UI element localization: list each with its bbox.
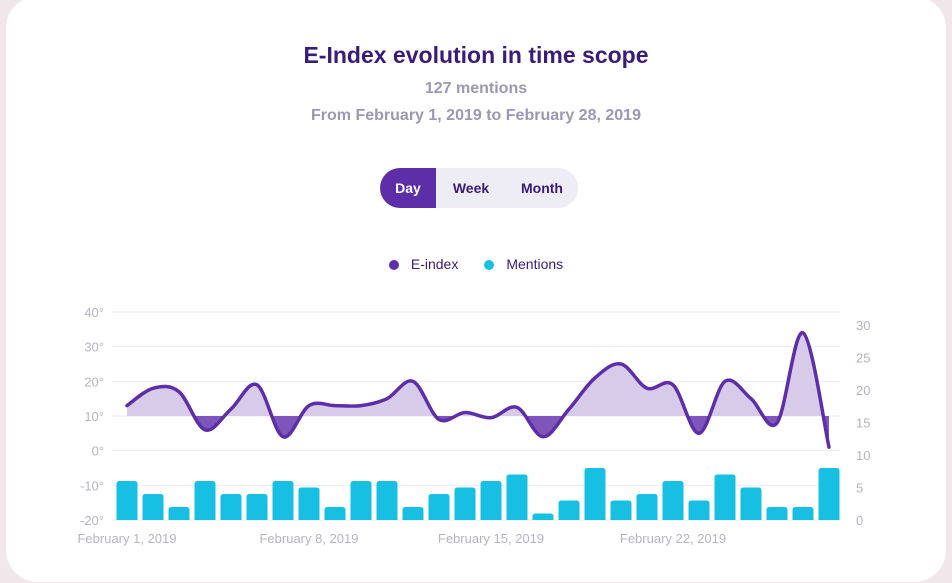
mentions-bar[interactable] [168,507,190,520]
eindex-area-above [127,332,829,416]
eindex-point[interactable] [511,401,523,413]
toggle-month[interactable]: Month [521,180,563,196]
right-axis-tick: 5 [856,481,863,496]
legend-eindex[interactable]: E-index [388,256,458,272]
eindex-point[interactable] [641,382,653,394]
eindex-point[interactable] [147,382,159,394]
eindex-line[interactable] [125,331,831,449]
eindex-point[interactable] [823,441,835,453]
eindex-point[interactable] [173,386,185,398]
left-axis-tick: -20° [80,513,104,528]
mentions-bar[interactable] [480,481,502,520]
eindex-point[interactable] [303,400,315,412]
eindex-point[interactable] [199,424,211,436]
eindex-point[interactable] [381,393,393,405]
x-axis-tick: February 22, 2019 [620,531,726,546]
left-axis-tick: 20° [84,374,104,389]
right-axis-tick: 0 [856,513,863,528]
chart-title: E-Index evolution in time scope [303,42,649,68]
legend-mentions[interactable]: Mentions [484,256,563,272]
mentions-bar[interactable] [792,507,814,520]
left-axis-tick: 40° [84,305,104,320]
right-axis-tick: 10 [856,448,870,463]
x-axis-tick: February 15, 2019 [438,531,544,546]
eindex-point[interactable] [485,412,497,424]
mentions-bar[interactable] [220,494,242,520]
eindex-point[interactable] [693,427,705,439]
mentions-bar[interactable] [636,494,658,520]
mentions-bar[interactable] [324,507,346,520]
right-axis-tick: 15 [856,416,870,431]
mentions-bar[interactable] [610,500,632,521]
mentions-bar[interactable] [194,481,216,520]
eindex-point[interactable] [459,407,471,419]
mentions-bar[interactable] [142,494,164,520]
mentions-bar[interactable] [298,487,320,521]
eindex-point[interactable] [719,375,731,387]
mentions-bar[interactable] [766,507,788,520]
eindex-point[interactable] [667,379,679,391]
left-axis-tick: 0° [92,444,104,459]
mentions-dot-icon [484,260,495,270]
eindex-dot-icon [388,260,399,270]
eindex-point[interactable] [225,403,237,415]
mentions-bar[interactable] [350,481,372,520]
mentions-bar[interactable] [558,500,580,521]
mentions-bar[interactable] [116,481,138,520]
eindex-point[interactable] [615,358,627,370]
mentions-bar[interactable] [246,494,268,520]
eindex-point[interactable] [329,400,341,412]
mentions-bar[interactable] [818,468,840,520]
x-axis-tick: February 1, 2019 [77,531,176,546]
mentions-bar[interactable] [740,487,762,521]
mentions-bar[interactable] [402,507,424,520]
right-axis-tick: 20 [856,383,870,398]
right-axis-tick: 25 [856,351,870,366]
eindex-point[interactable] [121,400,133,412]
mentions-bar[interactable] [272,481,294,520]
eindex-point[interactable] [355,400,367,412]
mentions-bar[interactable] [454,487,476,521]
eindex-point[interactable] [771,417,783,429]
mentions-bar[interactable] [714,474,736,521]
mentions-bar[interactable] [688,500,710,521]
date-range: From February 1, 2019 to February 28, 20… [311,107,641,124]
mentions-count: 127 mentions [424,80,528,97]
left-axis-tick: 10° [84,409,104,424]
mentions-bar[interactable] [428,494,450,520]
mentions-bar[interactable] [584,468,606,520]
x-axis-tick: February 8, 2019 [259,531,358,546]
toggle-day[interactable]: Day [380,168,436,208]
toggle-week[interactable]: Week [452,180,490,196]
eindex-point[interactable] [589,372,601,384]
mentions-bar[interactable] [506,474,528,521]
mentions-bar[interactable] [662,481,684,520]
left-axis-tick: -10° [80,478,104,493]
legend: E-index Mentions [0,256,952,272]
eindex-point[interactable] [537,431,549,443]
eindex-point[interactable] [407,375,419,387]
eindex-point[interactable] [797,327,809,339]
eindex-point[interactable] [745,393,757,405]
eindex-point[interactable] [277,431,289,443]
eindex-point[interactable] [433,413,445,425]
mentions-bar[interactable] [376,481,398,520]
eindex-point[interactable] [251,379,263,391]
mentions-bar[interactable] [532,513,554,521]
time-scope-toggle[interactable]: Day Week Month [380,168,578,208]
left-axis-tick: 30° [84,340,104,355]
eindex-point[interactable] [563,403,575,415]
right-axis-tick: 30 [856,318,870,333]
